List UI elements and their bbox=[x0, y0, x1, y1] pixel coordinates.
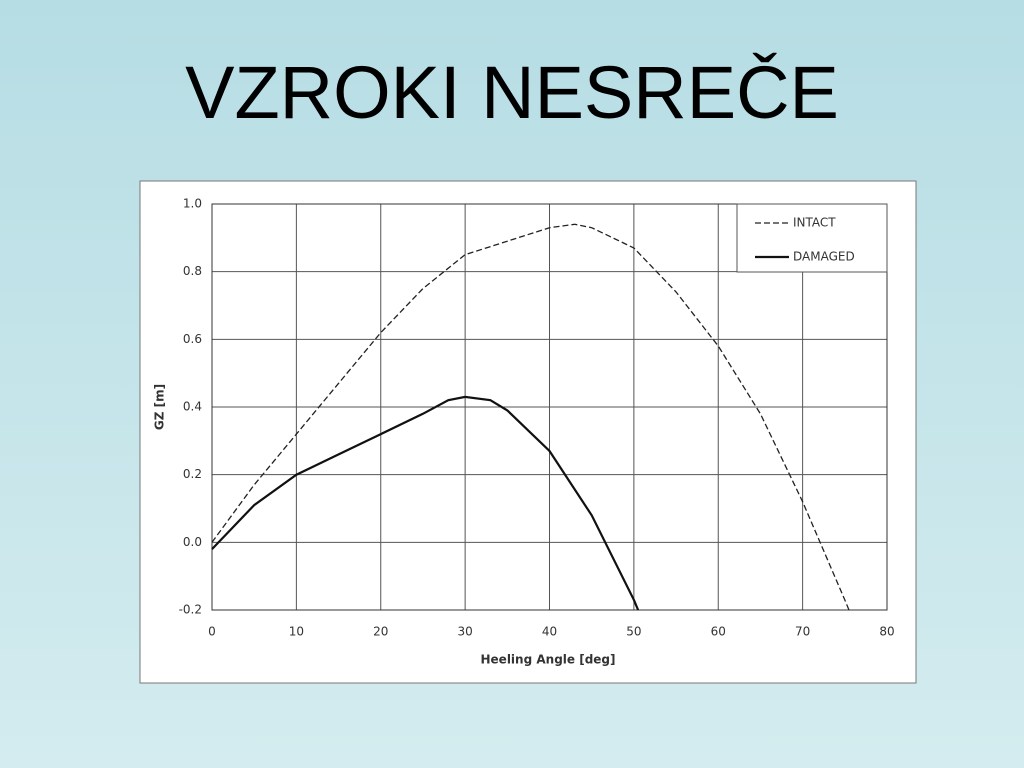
data-line bbox=[211, 395, 640, 611]
x-tick-label: 50 bbox=[626, 625, 641, 639]
y-tick-label: 1.0 bbox=[183, 197, 202, 211]
legend-label: INTACT bbox=[793, 216, 836, 230]
x-tick-label: 10 bbox=[289, 625, 304, 639]
y-tick-label: 0.2 bbox=[183, 467, 202, 481]
legend-box bbox=[736, 203, 888, 273]
x-tick-label: 0 bbox=[208, 625, 216, 639]
legend-label: DAMAGED bbox=[793, 250, 855, 264]
x-tick-label: 80 bbox=[879, 625, 894, 639]
y-tick-label: 0.6 bbox=[183, 332, 202, 346]
x-tick-label: 70 bbox=[795, 625, 810, 639]
x-tick-label: 30 bbox=[457, 625, 472, 639]
y-tick-label: -0.2 bbox=[179, 603, 202, 617]
x-axis-label: Heeling Angle [deg] bbox=[481, 653, 616, 667]
plot-area bbox=[211, 203, 888, 611]
slide-title: VZROKI NESREČE bbox=[185, 51, 839, 134]
x-tick-label: 60 bbox=[711, 625, 726, 639]
x-tick-label: 20 bbox=[373, 625, 388, 639]
y-tick-label: 0.8 bbox=[183, 264, 202, 278]
x-tick-label: 40 bbox=[542, 625, 557, 639]
y-tick-label: 0.4 bbox=[183, 400, 202, 414]
data-line bbox=[211, 223, 850, 611]
y-tick-label: 0.0 bbox=[183, 535, 202, 549]
y-axis-label: GZ [m] bbox=[153, 384, 167, 430]
